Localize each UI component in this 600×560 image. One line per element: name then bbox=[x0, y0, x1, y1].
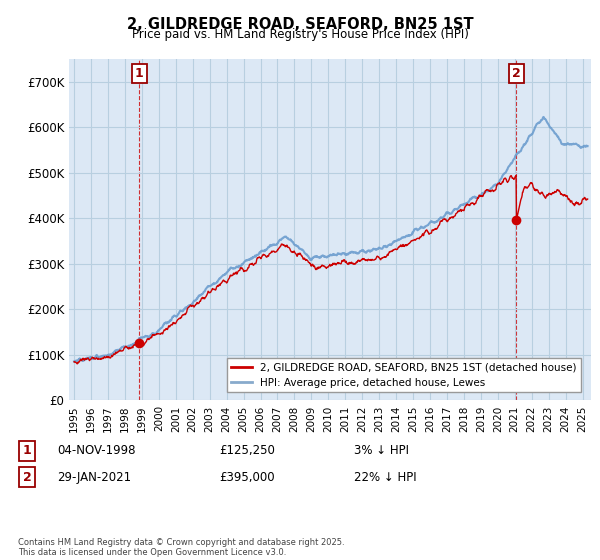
Text: 22% ↓ HPI: 22% ↓ HPI bbox=[354, 470, 416, 484]
Text: Price paid vs. HM Land Registry's House Price Index (HPI): Price paid vs. HM Land Registry's House … bbox=[131, 28, 469, 41]
Text: 2, GILDREDGE ROAD, SEAFORD, BN25 1ST: 2, GILDREDGE ROAD, SEAFORD, BN25 1ST bbox=[127, 17, 473, 32]
Legend: 2, GILDREDGE ROAD, SEAFORD, BN25 1ST (detached house), HPI: Average price, detac: 2, GILDREDGE ROAD, SEAFORD, BN25 1ST (de… bbox=[227, 358, 581, 392]
Text: Contains HM Land Registry data © Crown copyright and database right 2025.
This d: Contains HM Land Registry data © Crown c… bbox=[18, 538, 344, 557]
Text: 04-NOV-1998: 04-NOV-1998 bbox=[57, 444, 136, 458]
Text: 1: 1 bbox=[135, 67, 144, 80]
Text: £125,250: £125,250 bbox=[219, 444, 275, 458]
Text: 3% ↓ HPI: 3% ↓ HPI bbox=[354, 444, 409, 458]
Text: £395,000: £395,000 bbox=[219, 470, 275, 484]
Text: 1: 1 bbox=[23, 444, 31, 458]
Text: 2: 2 bbox=[512, 67, 520, 80]
Text: 2: 2 bbox=[23, 470, 31, 484]
Text: 29-JAN-2021: 29-JAN-2021 bbox=[57, 470, 131, 484]
